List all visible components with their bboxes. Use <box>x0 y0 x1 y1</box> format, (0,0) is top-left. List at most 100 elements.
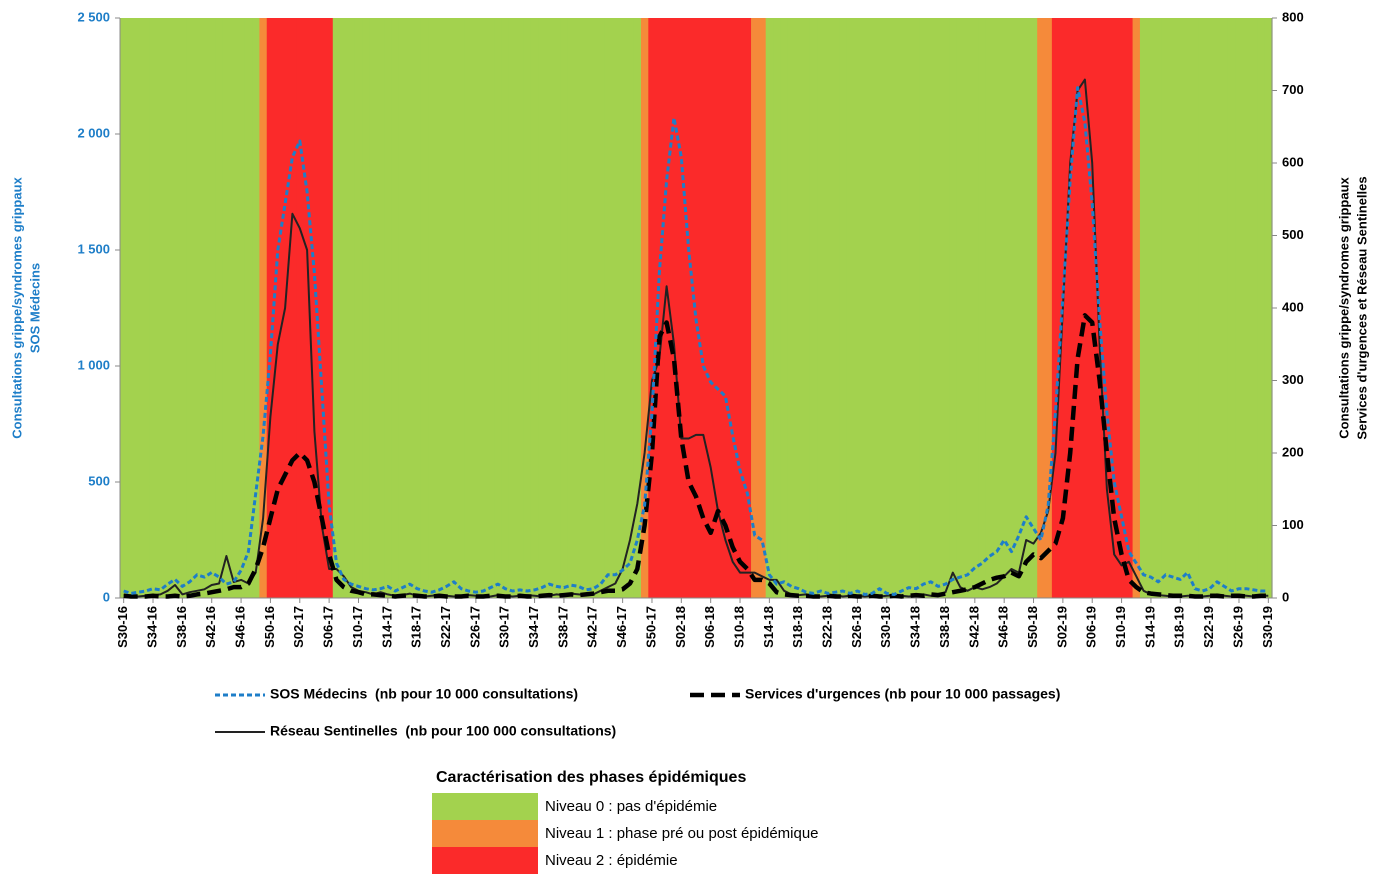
y2-tick-label: 400 <box>1282 299 1304 314</box>
phase-band <box>376 18 385 598</box>
phase-band <box>780 18 789 598</box>
phase-band <box>1183 18 1192 598</box>
phase-band <box>1169 18 1178 598</box>
phase-band <box>193 18 202 598</box>
x-tick-label: S18-18 <box>790 606 805 648</box>
y-tick-label: 2 000 <box>77 125 110 140</box>
y-tick-label: 1 500 <box>77 241 110 256</box>
y-tick-label: 1 000 <box>77 357 110 372</box>
y2-tick-label: 100 <box>1282 517 1304 532</box>
phase-band <box>648 18 657 598</box>
phase-band <box>156 18 165 598</box>
phase-band <box>362 18 371 598</box>
phase-band <box>736 18 745 598</box>
phase-band <box>677 18 686 598</box>
phase-band <box>1191 18 1200 598</box>
phase-band <box>927 18 936 598</box>
phase-band <box>692 18 701 598</box>
phase-band <box>530 18 539 598</box>
phase-band <box>1029 18 1038 598</box>
phase-band <box>1161 18 1170 598</box>
x-tick-label: S30-16 <box>115 606 130 648</box>
phase-band <box>949 18 958 598</box>
phase-band <box>523 18 532 598</box>
phase-band <box>963 18 972 598</box>
x-tick-label: S22-18 <box>820 606 835 648</box>
x-tick-label: S34-17 <box>526 606 541 648</box>
phase-band <box>868 18 877 598</box>
phase-band <box>824 18 833 598</box>
phase-band <box>941 18 950 598</box>
phase-band <box>758 18 767 598</box>
x-tick-label: S50-18 <box>1025 606 1040 648</box>
phase-band <box>1176 18 1185 598</box>
phase-band <box>1205 18 1214 598</box>
x-tick-label: S06-19 <box>1084 606 1099 648</box>
phase-band <box>435 18 444 598</box>
phase-legend-label: Niveau 1 : phase pré ou post épidémique <box>545 825 819 842</box>
x-tick-label: S10-18 <box>731 606 746 648</box>
phase-band <box>318 18 327 598</box>
y2-axis-title: Services d'urgences et Réseau Sentinelle… <box>1354 176 1369 439</box>
phase-band <box>127 18 136 598</box>
phase-band <box>391 18 400 598</box>
phase-band <box>1051 18 1060 598</box>
phase-legend-label: Niveau 2 : épidémie <box>545 852 678 869</box>
phase-band <box>787 18 796 598</box>
phase-band <box>545 18 554 598</box>
x-tick-label: S46-18 <box>996 606 1011 648</box>
phase-band <box>993 18 1002 598</box>
x-tick-label: S02-18 <box>673 606 688 648</box>
phase-band <box>450 18 459 598</box>
x-tick-label: S46-17 <box>614 606 629 648</box>
phase-band <box>1125 18 1134 598</box>
x-tick-label: S06-17 <box>321 606 336 648</box>
x-tick-label: S42-17 <box>585 606 600 648</box>
phase-band <box>1235 18 1244 598</box>
x-tick-label: S38-16 <box>174 606 189 648</box>
phase-band <box>1044 18 1053 598</box>
phase-band <box>978 18 987 598</box>
phase-band <box>985 18 994 598</box>
phase-band <box>142 18 150 598</box>
phase-band <box>244 18 253 598</box>
phase-band <box>853 18 862 598</box>
x-tick-label: S06-18 <box>702 606 717 648</box>
phase-band <box>472 18 481 598</box>
phase-band <box>200 18 209 598</box>
phase-band <box>406 18 415 598</box>
phase-band <box>1132 18 1141 598</box>
x-tick-label: S38-17 <box>555 606 570 648</box>
x-tick-label: S30-17 <box>497 606 512 648</box>
y2-tick-label: 700 <box>1282 82 1304 97</box>
x-tick-label: S26-19 <box>1230 606 1245 648</box>
phase-band <box>707 18 715 598</box>
phase-band <box>831 18 840 598</box>
phase-band <box>222 18 231 598</box>
phase-band <box>501 18 510 598</box>
x-tick-label: S42-18 <box>966 606 981 648</box>
phase-band <box>567 18 576 598</box>
phase-band <box>846 18 855 598</box>
phase-band <box>582 18 591 598</box>
y2-axis-title: Consultations grippe/syndromes grippaux <box>1336 176 1351 438</box>
phase-band <box>655 18 664 598</box>
phase-band <box>1154 18 1163 598</box>
phase-band <box>1110 18 1119 598</box>
phase-band <box>164 18 172 598</box>
phase-band <box>802 18 811 598</box>
x-tick-label: S42-16 <box>203 606 218 648</box>
phase-band <box>171 18 180 598</box>
phase-band <box>354 18 363 598</box>
phase-band <box>912 18 921 598</box>
phase-band <box>120 18 128 598</box>
phase-band <box>1227 18 1236 598</box>
legend-label: Services d'urgences (nb pour 10 000 pass… <box>745 686 1060 702</box>
phase-band <box>237 18 246 598</box>
y2-tick-label: 800 <box>1282 9 1304 24</box>
phase-band <box>743 18 752 598</box>
phase-band <box>186 18 194 598</box>
phase-band <box>1264 18 1273 598</box>
y2-tick-label: 300 <box>1282 372 1304 387</box>
